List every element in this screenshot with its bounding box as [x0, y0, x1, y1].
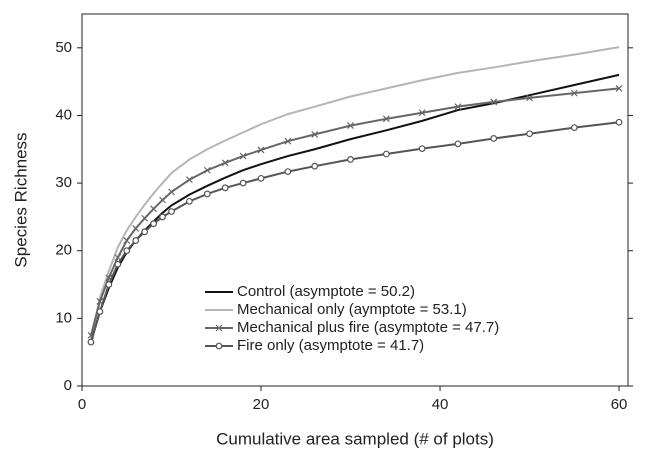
marker-x — [141, 214, 149, 222]
x-tick-label: 60 — [611, 396, 628, 413]
marker-circle — [257, 174, 265, 182]
legend-marker — [215, 342, 223, 350]
y-tick-label: 20 — [55, 242, 72, 259]
marker-circle — [239, 179, 247, 187]
marker-x — [311, 130, 319, 138]
plot-frame — [81, 13, 629, 387]
marker-x — [284, 137, 292, 145]
marker-circle — [114, 260, 122, 268]
marker-circle — [311, 162, 319, 170]
y-tick-label: 10 — [55, 309, 72, 326]
legend-label: Mechanical plus fire (asymptote = 47.7) — [237, 319, 499, 336]
marker-circle — [347, 156, 354, 163]
marker-x — [123, 237, 131, 245]
marker-circle — [150, 220, 158, 228]
marker-circle — [159, 213, 166, 221]
y-tick-label: 0 — [64, 377, 72, 394]
y-axis-label: Species Richness — [11, 132, 30, 267]
marker-x — [159, 196, 166, 204]
marker-x — [203, 166, 211, 174]
marker-circle — [382, 150, 390, 158]
marker-x — [150, 205, 158, 213]
marker-circle — [570, 124, 578, 132]
marker-circle — [105, 281, 113, 288]
x-axis-label: Cumulative area sampled (# of plots) — [216, 429, 494, 448]
marker-circle — [221, 184, 229, 192]
y-tick-label: 50 — [55, 39, 72, 56]
series-line — [89, 46, 620, 339]
marker-x — [418, 109, 426, 117]
marker-circle — [96, 308, 104, 316]
marker-circle — [87, 338, 95, 346]
marker-circle — [132, 237, 140, 244]
marker-x — [615, 84, 623, 92]
marker-x — [570, 89, 578, 97]
marker-x — [526, 94, 533, 102]
marker-circle — [123, 247, 131, 255]
y-tick-label: 40 — [55, 106, 72, 123]
marker-x — [382, 115, 390, 123]
marker-x — [221, 159, 229, 167]
x-tick-label: 40 — [432, 396, 449, 413]
y-tick-label: 30 — [55, 174, 72, 191]
marker-circle — [284, 168, 292, 175]
x-tick-label: 20 — [253, 396, 270, 413]
legend-label: Control (asymptote = 50.2) — [237, 283, 415, 300]
marker-x — [239, 152, 247, 160]
marker-circle — [526, 130, 533, 138]
x-tick-label: 0 — [78, 396, 86, 413]
legend-label: Fire only (asymptote = 41.7) — [237, 337, 424, 354]
marker-circle — [203, 190, 211, 198]
marker-x — [490, 98, 498, 106]
marker-x — [132, 224, 140, 232]
marker-x — [168, 188, 175, 196]
legend-marker — [215, 324, 223, 332]
marker-x — [185, 176, 193, 184]
marker-circle — [490, 135, 498, 142]
marker-x — [257, 146, 265, 154]
marker-circle — [418, 145, 426, 152]
marker-circle — [141, 228, 149, 236]
marker-circle — [186, 197, 193, 205]
marker-x — [347, 122, 354, 130]
marker-x — [454, 103, 462, 111]
legend-label: Mechanical only (aymptote = 53.1) — [237, 301, 467, 318]
marker-circle — [454, 140, 462, 148]
marker-circle — [168, 208, 175, 215]
marker-circle — [615, 118, 623, 126]
